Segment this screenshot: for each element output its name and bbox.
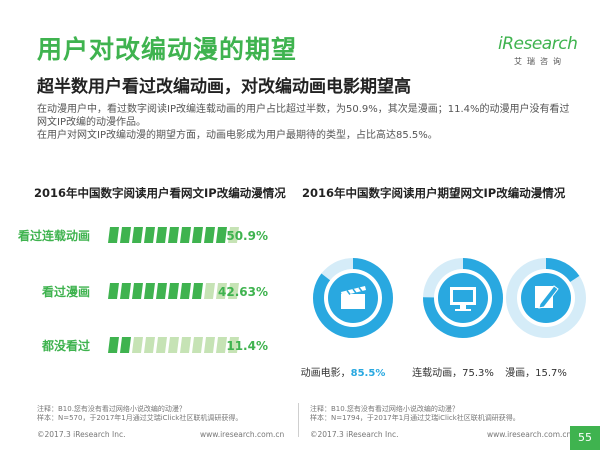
bar-segment: [120, 337, 131, 353]
monitor-base: [455, 309, 471, 311]
page-number: 55: [570, 426, 600, 450]
bar-segment: [108, 227, 119, 243]
site-link-left[interactable]: www.iresearch.com.cn: [200, 430, 285, 439]
bar-segment: [168, 283, 179, 299]
monitor-inner: [453, 290, 473, 302]
bar-segment: [204, 337, 215, 353]
bar-value-label: 11.4%: [226, 339, 268, 353]
pie-category-label: 连载动画，75.3%: [412, 366, 494, 379]
bar-segment: [180, 283, 191, 299]
bar-value-label: 50.9%: [226, 229, 268, 243]
bar-segment: [216, 337, 227, 353]
bar-segment: [144, 283, 155, 299]
bar-segment: [132, 337, 143, 353]
bar-category-label: 看过连载动画: [18, 228, 90, 243]
category-label-bg: [12, 280, 104, 302]
bar-chart-title: 2016年中国数字阅读用户看网文IP改编动漫情况: [34, 186, 286, 200]
bar-segment: [180, 337, 191, 353]
bar-segment: [192, 227, 203, 243]
bar-segment: [204, 227, 215, 243]
note-line: 注释：B10.您有没有看过网络小说改编的动漫？: [37, 405, 186, 413]
note-line: 样本：N=1794，于2017年1月通过艾瑞iClick社区联机调研获得。: [310, 414, 520, 422]
description: 在动漫用户中，看过数字阅读IP改编连载动画的用户占比超过半数，为50.9%，其次…: [37, 103, 577, 142]
page-subtitle: 超半数用户看过改编动画，对改编动画电影期望高: [37, 77, 411, 97]
bar-segment: [216, 283, 227, 299]
description-line: 在动漫用户中，看过数字阅读IP改编连载动画的用户占比超过半数，为50.9%，其次…: [37, 104, 570, 115]
bar-segment: [108, 337, 119, 353]
site-link-right[interactable]: www.iresearch.com.cn: [487, 430, 572, 439]
pie-category-name: 漫画，: [505, 367, 535, 379]
category-label-bg: [12, 334, 104, 356]
logo-subtext: 艾瑞咨询: [514, 57, 566, 66]
copyright-right: ©2017.3 iResearch Inc.: [310, 430, 399, 439]
bar-segment: [108, 283, 119, 299]
copyright-left: ©2017.3 iResearch Inc.: [37, 430, 126, 439]
bar-segment: [168, 337, 179, 353]
bar-segment: [216, 227, 227, 243]
category-label-bg: [12, 224, 104, 246]
logo-wordmark: iResearch: [498, 34, 578, 54]
bar-segment: [228, 283, 239, 299]
bar-segment: [204, 283, 215, 299]
clapperboard-icon: [341, 286, 366, 309]
bar-value-label: 42.63%: [218, 285, 268, 299]
monitor-icon: [450, 287, 476, 311]
pie-group: [506, 258, 586, 338]
bar-segment: [144, 227, 155, 243]
bar-segment: [156, 227, 167, 243]
pie-value-label: 75.3%: [462, 368, 494, 379]
pie-group: [313, 258, 393, 338]
pie-chart-title: 2016年中国数字阅读用户期望网文IP改编动漫情况: [302, 186, 566, 200]
note-line: 样本：N=570，于2017年1月通过艾瑞iClick社区联机调研获得。: [37, 414, 243, 422]
bar-segment: [144, 337, 155, 353]
description-line: 在用户对网文IP改编动漫的期望方面，动画电影成为用户最期待的类型，占比高达85.…: [37, 130, 438, 141]
pie-category-name: 动画电影，: [301, 366, 351, 379]
bar-segment: [120, 283, 131, 299]
bar-segment: [132, 283, 143, 299]
footer-divider: [298, 403, 299, 437]
pencil-icon: [535, 285, 559, 309]
iresearch-logo: iResearch 艾瑞咨询: [492, 34, 578, 68]
bar-segment: [192, 337, 203, 353]
bar-segment: [132, 227, 143, 243]
pie-group: [423, 258, 503, 338]
clapper-body: [341, 294, 365, 309]
bar-segment: [180, 227, 191, 243]
bar-segment: [156, 283, 167, 299]
bar-segment: [168, 227, 179, 243]
description-line: 网文IP改编的动漫作品。: [37, 117, 146, 128]
note-left: 注释：B10.您有没有看过网络小说改编的动漫？ 样本：N=570，于2017年1…: [37, 405, 242, 423]
pie-category-name: 连载动画，: [412, 366, 462, 379]
page-title: 用户对改编动漫的期望: [37, 35, 298, 64]
clapper-stripes: [346, 287, 363, 295]
bar-segment: [156, 337, 167, 353]
note-line: 注释：B10.您有没有看过网络小说改编的动漫？: [310, 405, 459, 413]
paper-sheet: [535, 286, 553, 308]
pencil-body: [538, 285, 559, 309]
bar-category-label: 都没看过: [41, 338, 90, 353]
pie-category-label: 漫画，15.7%: [505, 367, 567, 379]
note-right: 注释：B10.您有没有看过网络小说改编的动漫？ 样本：N=1794，于2017年…: [310, 405, 520, 423]
bar-segment: [120, 227, 131, 243]
bar-segment: [192, 283, 203, 299]
bar-segment: [228, 337, 239, 353]
pie-category-label: 动画电影，85.5%: [301, 366, 386, 379]
pie-value-label: 15.7%: [535, 368, 567, 379]
pie-value-label: 85.5%: [351, 368, 386, 379]
bar-segment: [228, 227, 239, 243]
monitor-neck: [460, 305, 466, 309]
bar-category-label: 看过漫画: [42, 284, 90, 299]
